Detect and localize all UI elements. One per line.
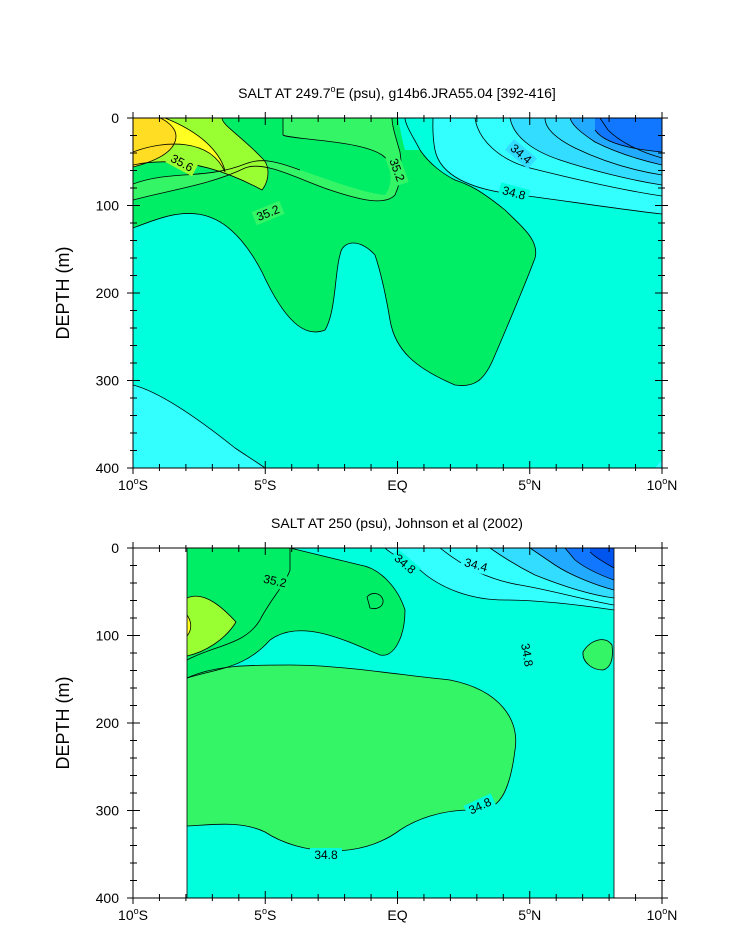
contour-label: 34.8	[501, 183, 527, 203]
y-tick-label: 400	[96, 460, 120, 476]
contour-line	[564, 548, 614, 581]
contour-line	[569, 118, 662, 166]
panel-obs-ylabel: DEPTH (m)	[53, 677, 73, 770]
contour-line	[133, 118, 177, 168]
fill-34-8-lower	[133, 385, 265, 468]
contour-line	[544, 118, 662, 176]
y-tick-label: 400	[96, 890, 120, 906]
y-tick-label: 100	[96, 198, 120, 214]
fill-34-8-corner	[655, 460, 662, 468]
x-tick-label: 10oN	[647, 906, 678, 923]
fill-35-6	[187, 596, 236, 656]
contour-line	[599, 118, 662, 159]
x-tick-label: 5oN	[518, 906, 541, 923]
panel-obs: SALT AT 250 (psu), Johnson et al (2002)	[53, 515, 677, 923]
contour-label: 34.4	[463, 555, 489, 575]
contour-label: 34.8	[518, 642, 536, 668]
contour-line	[187, 595, 237, 657]
y-tick-label: 200	[96, 285, 120, 301]
x-tick-label: 5oN	[518, 476, 541, 493]
contour-line	[187, 548, 406, 679]
contour-line	[582, 639, 613, 671]
contour-line	[133, 160, 301, 185]
panel-obs-axes: 10oS 5oS EQ 5oN 10oN 0 100 200 300 400	[96, 540, 678, 923]
contour-label: 34.8	[314, 848, 338, 862]
contour-line	[594, 129, 662, 153]
y-tick-label: 300	[96, 803, 120, 819]
fill-35-0	[187, 665, 516, 851]
fill-34-8-east	[582, 639, 613, 670]
fill-32-8	[590, 548, 614, 568]
contour-line	[282, 118, 388, 161]
contour-line	[474, 118, 662, 197]
x-tick-label: EQ	[387, 907, 407, 923]
contour-line	[187, 614, 192, 637]
contour-line	[133, 118, 402, 202]
fill-35-2	[133, 118, 536, 386]
contour-label: 35.2	[262, 572, 288, 591]
contour-line	[366, 593, 384, 609]
contour-line	[432, 118, 662, 215]
y-tick-label: 200	[96, 715, 120, 731]
panel-model-ylabel: DEPTH (m)	[53, 247, 73, 340]
panel-obs-contour-fills	[187, 548, 614, 898]
y-tick-label: 0	[111, 110, 119, 126]
contour-line	[509, 118, 662, 186]
x-tick-label: 10oS	[118, 476, 148, 493]
fill-35-2-spot	[367, 593, 384, 609]
fill-35-2-hole	[398, 118, 420, 150]
panel-obs-data-frame	[186, 547, 615, 899]
fill-35-7	[133, 118, 176, 167]
panel-obs-title: SALT AT 250 (psu), Johnson et al (2002)	[271, 515, 523, 531]
x-tick-label: 5oS	[254, 476, 276, 493]
contour-line	[133, 118, 226, 173]
contour-line	[187, 664, 517, 852]
y-tick-label: 300	[96, 373, 120, 389]
contour-line	[529, 548, 614, 591]
x-tick-label: 5oS	[254, 906, 276, 923]
fill-33-2	[595, 118, 662, 152]
y-tick-label: 100	[96, 628, 120, 644]
panel-model: SALT AT 249.7oE (psu), g14b6.JRA55.04 [3…	[53, 84, 677, 493]
panel-model-title: SALT AT 249.7oE (psu), g14b6.JRA55.04 [3…	[238, 84, 556, 101]
y-tick-label: 0	[111, 540, 119, 556]
contour-line	[133, 384, 266, 468]
x-tick-label: 10oN	[647, 476, 678, 493]
panel-obs-contour-labels: 35.2 34.8 34.4 34.8 34.8 34.8	[258, 548, 537, 862]
contour-line	[133, 118, 537, 386]
contour-line	[589, 551, 614, 569]
x-tick-label: 10oS	[118, 906, 148, 923]
x-tick-label: EQ	[387, 477, 407, 493]
contour-line	[489, 548, 614, 599]
panel-model-axes: 10oS 5oS EQ 5oN 10oN 0 100 200 300 400	[96, 110, 678, 493]
